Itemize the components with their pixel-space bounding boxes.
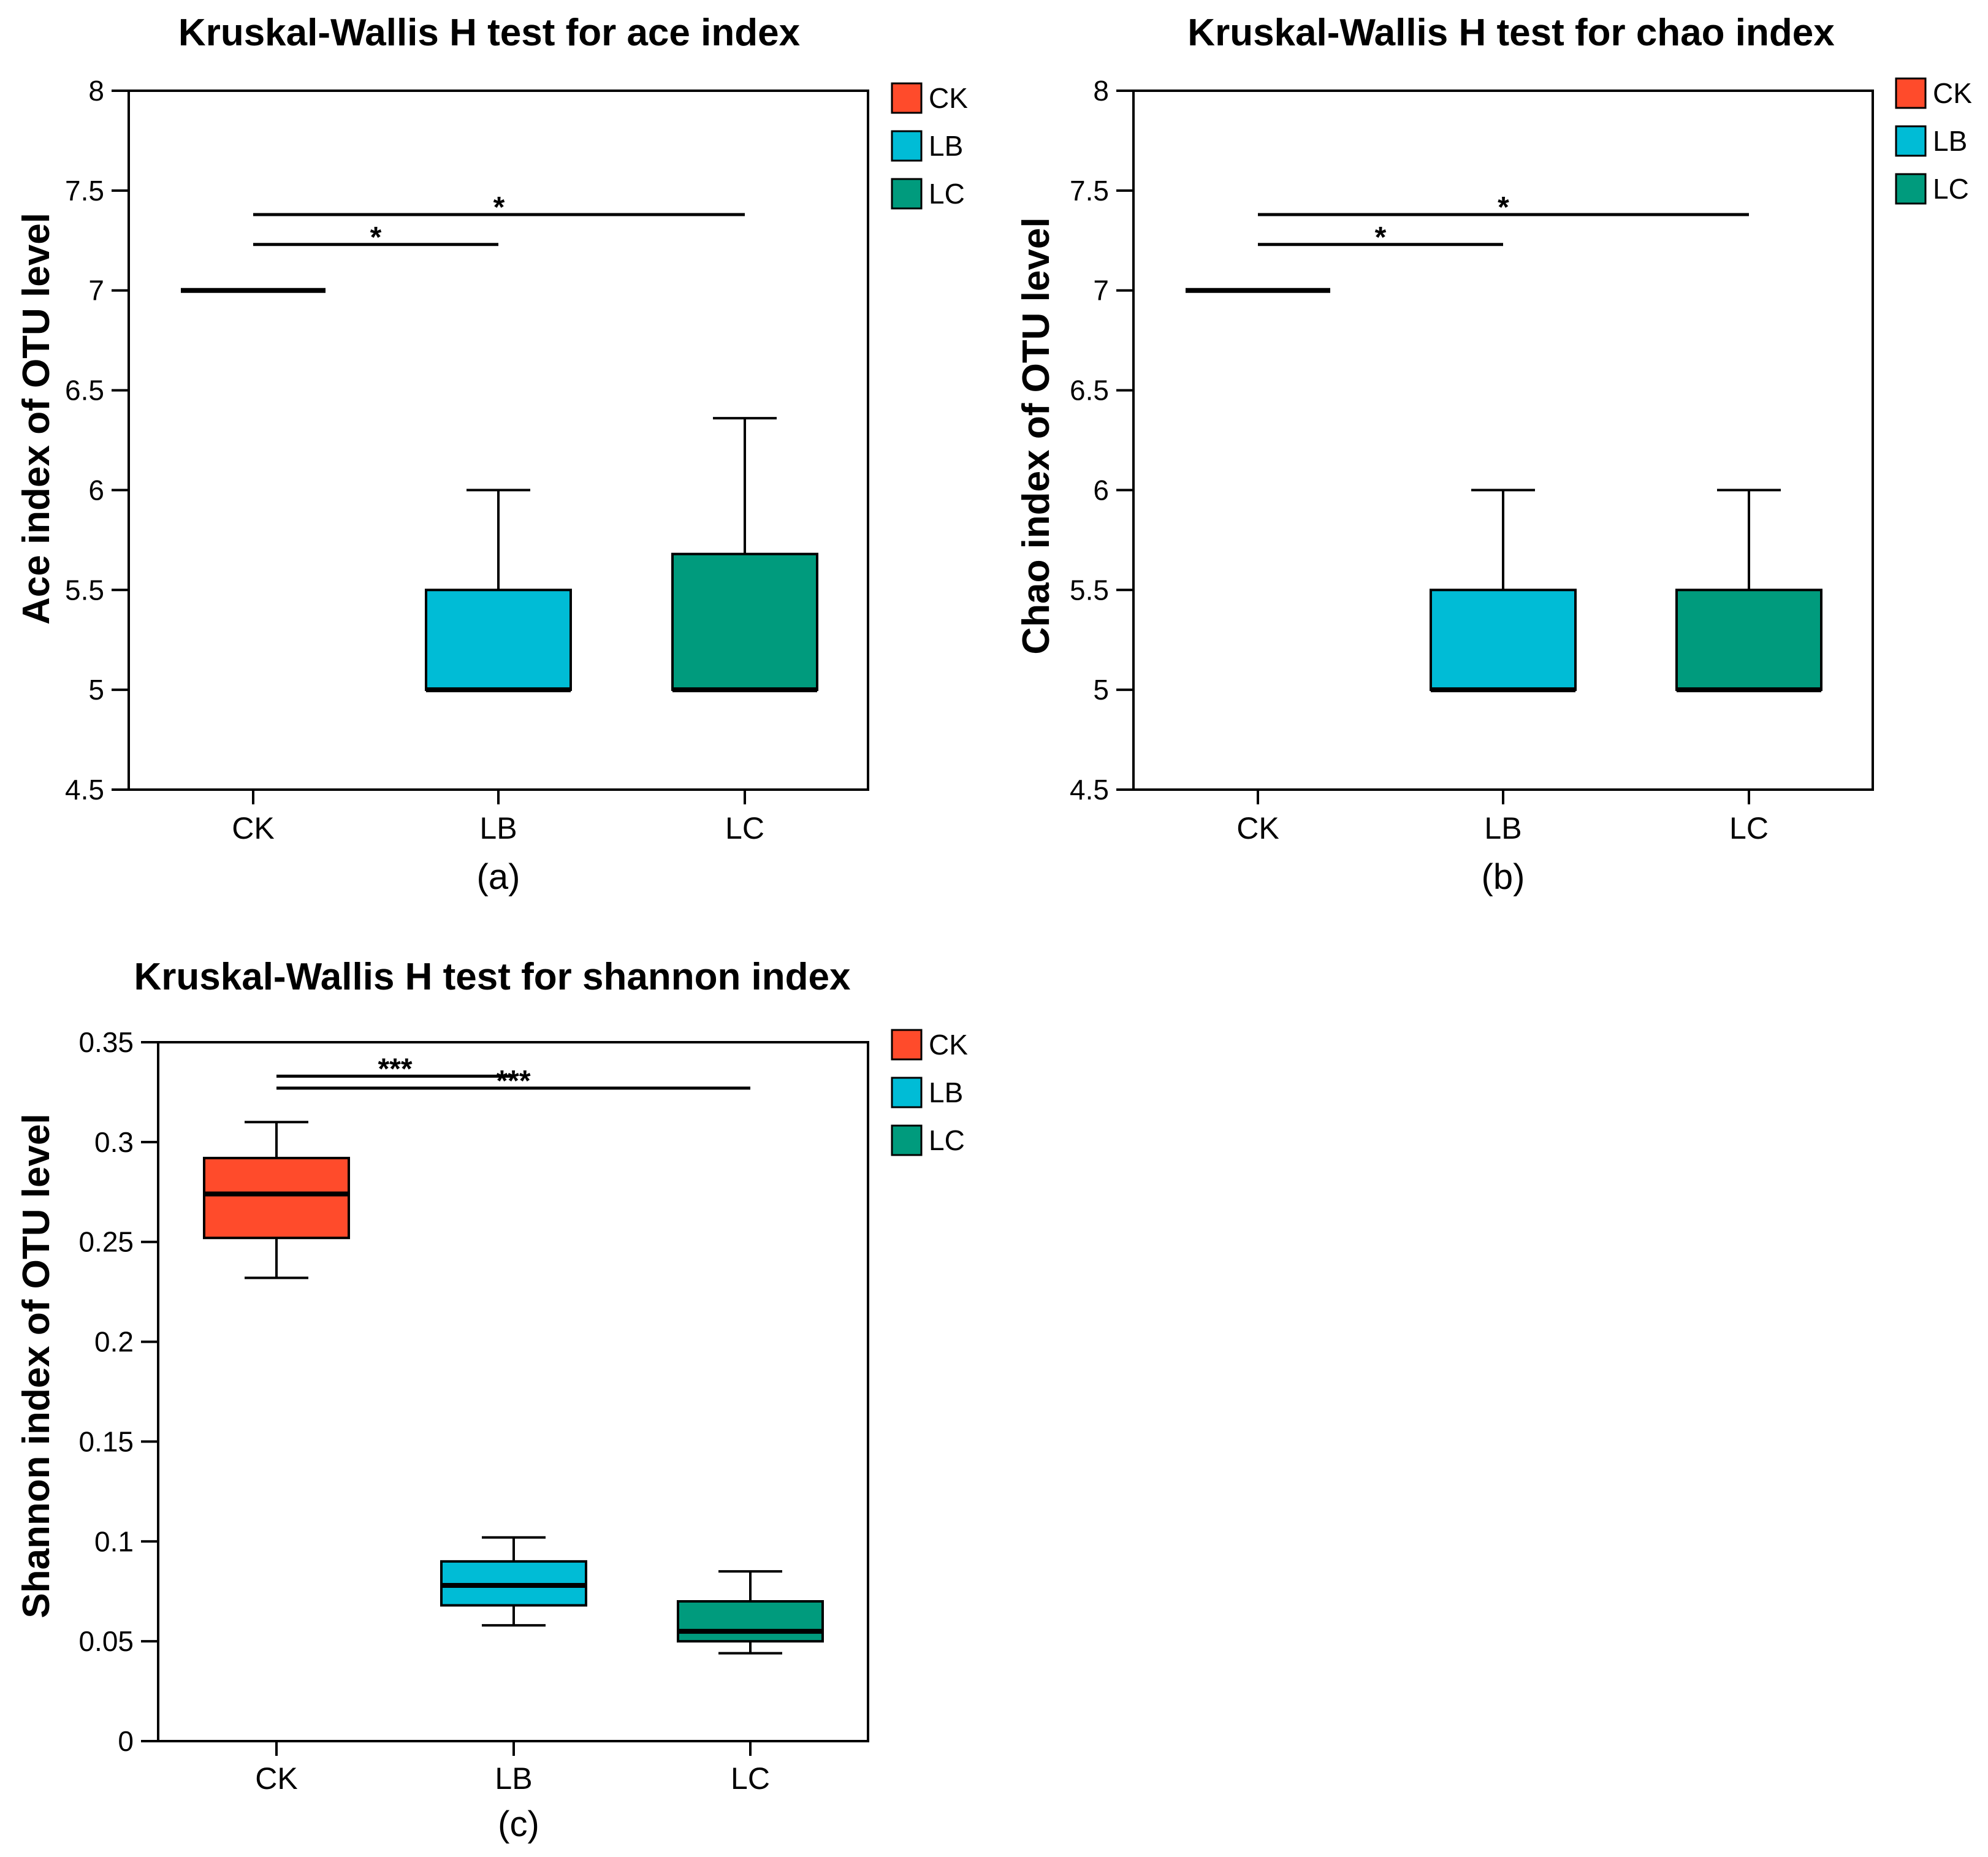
y-tick-label: 7.5 — [65, 175, 104, 207]
box-ck — [203, 1121, 350, 1279]
y-tick-label: 5.5 — [65, 574, 104, 606]
panel-b: Kruskal-Wallis H test for chao index Cha… — [1015, 12, 1972, 897]
legend-swatch-lc — [891, 1124, 923, 1156]
panel-c-y-ticks: 0 0.05 0.1 0.15 0.2 0.25 0.3 0.35 — [78, 1026, 158, 1757]
x-category-label: CK — [255, 1761, 297, 1796]
legend-swatch-ck — [891, 82, 923, 114]
x-category-label: LC — [1729, 811, 1769, 845]
legend-swatch-ck — [1895, 77, 1927, 109]
box-lc — [671, 417, 818, 693]
panel-a-title: Kruskal-Wallis H test for ace index — [178, 12, 801, 54]
legend-label-lb: LB — [1933, 125, 1967, 157]
y-tick-label: 5 — [1093, 674, 1109, 706]
panel-c-title: Kruskal-Wallis H test for shannon index — [134, 956, 851, 998]
x-category-label: LB — [495, 1761, 532, 1796]
box-lb — [1430, 489, 1577, 693]
y-tick-label: 7 — [1093, 275, 1109, 307]
box-body — [1430, 589, 1577, 692]
significance-label: * — [370, 221, 382, 254]
panel-a: Kruskal-Wallis H test for ace index Ace … — [15, 12, 968, 897]
panel-a-y-axis-label: Ace index of OTU level — [15, 213, 58, 625]
y-tick-label: 0.3 — [94, 1126, 134, 1158]
box-lb — [440, 1536, 587, 1627]
panel-c-significance: *** *** — [276, 1053, 750, 1097]
box-body — [671, 552, 818, 692]
box-body — [677, 1600, 824, 1643]
y-tick-label: 0.25 — [78, 1226, 134, 1258]
panel-b-label: (b) — [1482, 857, 1525, 897]
legend-label-lc: LC — [929, 178, 965, 210]
panel-a-y-ticks: 4.5 5 5.5 6 6.5 7 7.5 8 — [65, 75, 129, 806]
legend-swatch-lb — [891, 130, 923, 162]
x-category-label: LB — [479, 811, 517, 845]
box-lc — [677, 1570, 824, 1655]
significance-label: * — [1498, 191, 1509, 224]
x-category-label: LC — [731, 1761, 770, 1796]
legend-label-ck: CK — [929, 1029, 968, 1061]
y-tick-label: 0.1 — [94, 1525, 134, 1557]
panel-a-significance: ** — [253, 191, 745, 254]
panel-a-label: (a) — [477, 857, 520, 897]
x-category-label: CK — [1236, 811, 1279, 845]
panel-b-title: Kruskal-Wallis H test for chao index — [1187, 12, 1835, 54]
y-tick-label: 6.5 — [65, 375, 104, 406]
panel-b-boxes — [1186, 288, 1822, 693]
panel-b-x-categories: CK LB LC — [1236, 790, 1769, 845]
y-tick-label: 6.5 — [1070, 375, 1109, 406]
panel-a-x-categories: CK LB LC — [232, 790, 764, 845]
x-category-label: LB — [1484, 811, 1521, 845]
significance-label: *** — [496, 1065, 530, 1097]
panel-a-legend: CK LB LC — [891, 82, 968, 210]
box-lb — [425, 489, 572, 693]
y-tick-label: 7.5 — [1070, 175, 1109, 207]
box-body — [203, 1156, 350, 1240]
panel-c-y-axis-label: Shannon index of OTU level — [15, 1113, 58, 1618]
panel-b-significance: ** — [1258, 191, 1749, 254]
y-tick-label: 6 — [1093, 474, 1109, 506]
legend-swatch-lb — [1895, 125, 1927, 157]
panel-c-legend: CK LB LC — [891, 1029, 968, 1156]
box-body — [1675, 589, 1822, 692]
panel-b-legend: CK LB LC — [1895, 77, 1972, 205]
legend-swatch-ck — [891, 1029, 923, 1061]
y-tick-label: 0.2 — [94, 1326, 134, 1358]
legend-label-lc: LC — [929, 1124, 965, 1156]
x-category-label: LC — [725, 811, 764, 845]
legend-label-ck: CK — [929, 82, 968, 114]
y-tick-label: 0.15 — [78, 1425, 134, 1457]
panel-b-y-ticks: 4.5 5 5.5 6 6.5 7 7.5 8 — [1070, 75, 1133, 806]
significance-label: * — [493, 191, 505, 224]
panel-a-boxes — [181, 288, 818, 693]
legend-swatch-lc — [891, 178, 923, 210]
y-tick-label: 4.5 — [65, 774, 104, 806]
panel-c-label: (c) — [498, 1804, 539, 1844]
panel-c-x-categories: CK LB LC — [255, 1741, 770, 1796]
box-lc — [1675, 489, 1822, 693]
box-body — [425, 589, 572, 692]
legend-label-ck: CK — [1933, 77, 1972, 109]
legend-swatch-lc — [1895, 173, 1927, 205]
y-tick-label: 8 — [1093, 75, 1109, 107]
x-category-label: CK — [232, 811, 274, 845]
y-tick-label: 8 — [88, 75, 104, 107]
y-tick-label: 5.5 — [1070, 574, 1109, 606]
legend-label-lb: LB — [929, 1077, 963, 1108]
significance-label: *** — [378, 1053, 412, 1085]
significance-label: * — [1375, 221, 1387, 254]
y-tick-label: 4.5 — [1070, 774, 1109, 806]
panel-c-boxes — [203, 1121, 824, 1655]
y-tick-label: 0 — [118, 1725, 134, 1757]
panel-c: Kruskal-Wallis H test for shannon index … — [15, 956, 968, 1844]
y-tick-label: 5 — [88, 674, 104, 706]
panel-b-y-axis-label: Chao index of OTU level — [1015, 217, 1057, 654]
y-tick-label: 6 — [88, 474, 104, 506]
legend-label-lc: LC — [1933, 173, 1969, 205]
legend-label-lb: LB — [929, 130, 963, 162]
y-tick-label: 7 — [88, 275, 104, 307]
y-tick-label: 0.05 — [78, 1625, 134, 1657]
y-tick-label: 0.35 — [78, 1026, 134, 1058]
legend-swatch-lb — [891, 1077, 923, 1108]
